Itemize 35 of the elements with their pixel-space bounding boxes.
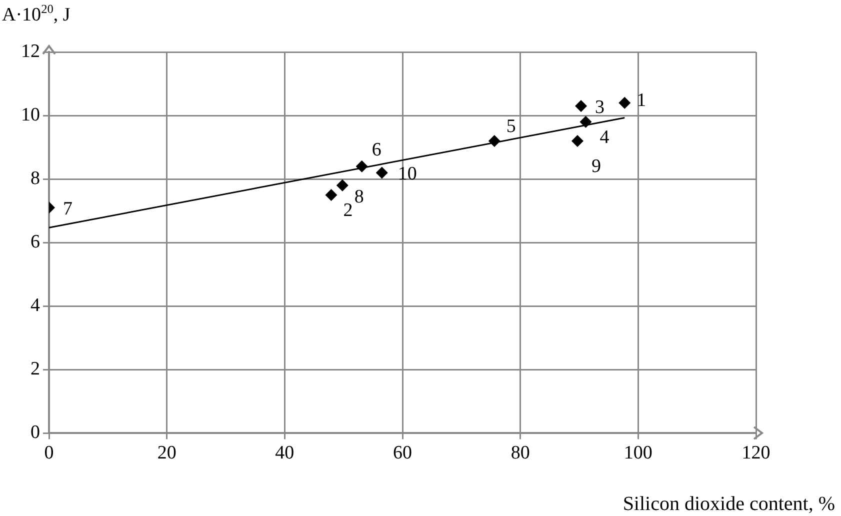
x-tick-label: 120	[742, 442, 770, 464]
point	[580, 116, 592, 128]
y-tick-label: 12	[21, 40, 40, 62]
y-tick-label: 8	[30, 168, 40, 190]
point	[336, 179, 348, 192]
annotation: 9	[591, 156, 601, 177]
x-tick-label: 100	[624, 442, 652, 464]
annotation: 10	[398, 164, 417, 185]
y-tick-label: 10	[21, 104, 40, 126]
x-axis-title: Silicon dioxide content, %	[622, 493, 835, 516]
x-tick-label: 60	[393, 442, 412, 464]
y-tick-label: 4	[30, 295, 40, 316]
point	[488, 134, 500, 147]
y-axis-title: A·10$^{20}$, J	[2, 2, 70, 26]
x-tick-label: 40	[275, 442, 294, 464]
annotation: 7	[63, 198, 72, 220]
x-tick-label: 80	[510, 442, 530, 464]
annotation: 8	[354, 186, 364, 208]
x-tick-label: 20	[157, 442, 176, 464]
point	[325, 188, 338, 201]
point	[356, 160, 368, 172]
point	[571, 134, 584, 147]
annotation: 2	[343, 200, 353, 221]
annotation: 6	[372, 139, 382, 160]
annotation: 1	[636, 90, 646, 111]
y-tick-label: 0	[30, 422, 40, 444]
y-tick-label: 2	[30, 358, 40, 380]
x-tick-label: 0	[44, 442, 54, 464]
y-tick-label: 6	[30, 232, 40, 253]
annotation: 5	[506, 116, 516, 137]
point	[376, 166, 388, 179]
annotation: 3	[595, 96, 605, 118]
point	[575, 100, 588, 112]
point	[618, 96, 631, 109]
annotation: 4	[600, 126, 610, 148]
